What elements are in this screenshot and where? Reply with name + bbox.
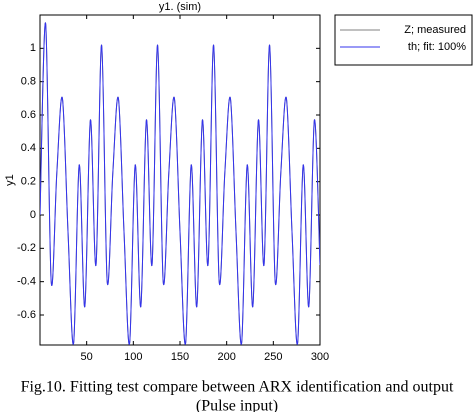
x-tick-label: 150 (171, 351, 189, 363)
legend-label: Z; measured (404, 24, 466, 36)
legend-label: th; fit: 100% (408, 41, 466, 53)
y-tick-label: -0.4 (17, 276, 36, 288)
plot-area (39, 14, 321, 346)
y-axis-label: y1 (4, 174, 16, 186)
y-tick-label: -0.6 (17, 309, 36, 321)
y-tick-label: 0.6 (21, 109, 36, 121)
chart-title: y1. (sim) (159, 1, 201, 13)
x-tick-label: 200 (217, 351, 235, 363)
y-tick-label: 1 (30, 42, 36, 54)
y-tick-label: 0 (30, 209, 36, 221)
y-tick-label: 0.4 (21, 142, 36, 154)
y-tick-label: -0.2 (17, 242, 36, 254)
caption: Fig.10. Fitting test compare between ARX… (21, 379, 454, 396)
caption: (Pulse input) (196, 398, 278, 412)
y-tick-label: 0.2 (21, 176, 36, 188)
x-tick-label: 100 (124, 351, 142, 363)
x-tick-label: 50 (81, 351, 93, 363)
data-line (40, 22, 320, 345)
y-tick-label: 0.8 (21, 76, 36, 88)
legend (334, 14, 473, 66)
x-tick-label: 300 (311, 351, 329, 363)
x-tick-label: 250 (264, 351, 282, 363)
